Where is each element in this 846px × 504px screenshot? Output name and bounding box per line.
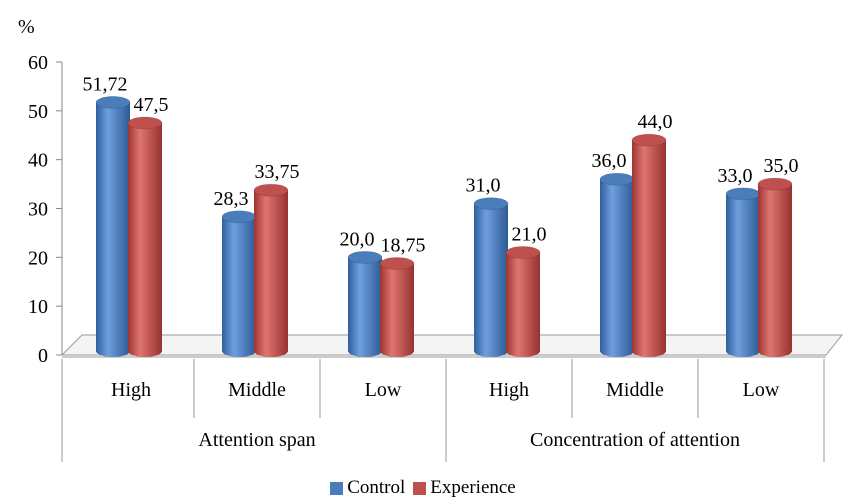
bar-body [348,257,382,357]
y-tick-label: 10 [28,296,48,318]
bar-top [221,210,257,224]
bar-top [505,246,541,259]
legend-label-control: Control [347,477,406,498]
bar-top [599,172,635,186]
x-group-label: Concentration of attention [530,429,740,451]
bar-experience-5 [757,177,793,357]
floor-plane [60,334,844,356]
bar-control-2 [347,250,383,357]
data-label-experience: 18,75 [381,234,426,256]
bar-top [253,183,289,197]
y-tick-label: 50 [28,101,48,123]
bar-top [725,187,761,201]
chart-floor [60,334,844,358]
bar-experience-2 [379,257,415,357]
bar-top [127,116,163,130]
bar-control-4 [599,172,635,357]
data-label-control: 28,3 [214,188,249,210]
x-category-label: High [111,379,151,401]
bar-control-0 [95,96,131,358]
bar-body [726,193,760,357]
bar-control-3 [473,197,509,357]
bar-body [474,203,508,357]
bar-top [757,177,793,191]
data-label-experience: 47,5 [134,94,169,116]
x-axis: High Middle Low Attention span High Middle Low… [61,359,825,462]
svg-text:%: % [18,16,35,38]
x-category-label: Low [743,379,780,401]
bar-experience-1 [253,183,289,357]
data-label-experience: 33,75 [255,161,300,183]
bar-experience-4 [631,133,667,357]
bar-top [95,96,131,109]
data-label-experience: 21,0 [512,223,547,245]
legend: Control Experience [0,476,846,500]
data-label-control: 31,0 [466,175,501,197]
bar-body [758,184,792,357]
bar-experience-0 [127,116,163,358]
bars [95,96,793,358]
x-group-label: Attention span [198,429,315,451]
legend-item-experience: Experience [413,477,516,499]
data-label-experience: 44,0 [638,111,673,133]
bar-body [600,179,634,357]
y-tick-label: 60 [28,52,48,74]
bar-body [254,190,288,357]
bar-top [631,133,667,147]
bar-body [222,216,256,357]
y-tick-label: 0 [38,345,48,367]
x-category-label: Middle [606,379,664,401]
bar-value-labels: 51,72 47,5 28,3 33,75 20,0 18,75 31,0 21,0 36,0 4… [83,73,799,256]
x-category-label: High [489,379,529,401]
bar-body [96,102,130,358]
legend-swatch-control [330,481,344,495]
bar-body [128,123,162,358]
data-label-control: 20,0 [340,228,375,250]
bar-experience-3 [505,246,541,357]
y-tick-label: 20 [28,247,48,269]
bar-control-5 [725,187,761,357]
bar-body [632,140,666,357]
data-label-experience: 35,0 [764,155,799,177]
y-axis-ticks: 0 10 20 30 40 50 60 [28,52,63,367]
x-category-label: Middle [228,379,286,401]
y-tick-label: 30 [28,199,48,221]
data-label-control: 51,72 [83,73,128,95]
y-unit-label: % [18,16,35,38]
data-label-control: 33,0 [718,165,753,187]
data-label-control: 36,0 [592,150,627,172]
bar-top [379,257,415,270]
legend-label-experience: Experience [430,477,516,498]
bar-body [380,263,414,357]
y-tick-label: 40 [28,150,48,172]
bar-top [347,250,383,264]
bar-body [506,252,540,357]
legend-swatch-experience [413,481,427,495]
x-category-label: Low [365,379,402,401]
bar-control-1 [221,210,257,357]
bar-top [473,197,509,211]
legend-item-control: Control [330,477,405,499]
